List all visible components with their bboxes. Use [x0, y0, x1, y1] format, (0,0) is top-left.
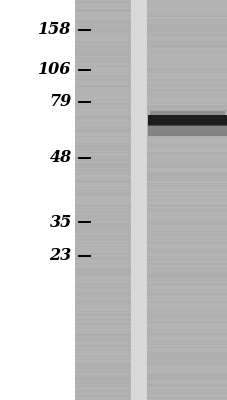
- Bar: [148, 125, 226, 136]
- Text: 79: 79: [49, 94, 72, 110]
- Bar: [0, 0, 75, 400]
- Text: 35: 35: [49, 214, 72, 230]
- Text: 106: 106: [38, 62, 72, 78]
- Text: 48: 48: [49, 150, 72, 166]
- Text: 158: 158: [38, 22, 72, 38]
- Bar: [131, 0, 146, 400]
- Bar: [148, 115, 226, 126]
- Text: 23: 23: [49, 248, 72, 264]
- Bar: [150, 111, 224, 115]
- Bar: [75, 0, 227, 400]
